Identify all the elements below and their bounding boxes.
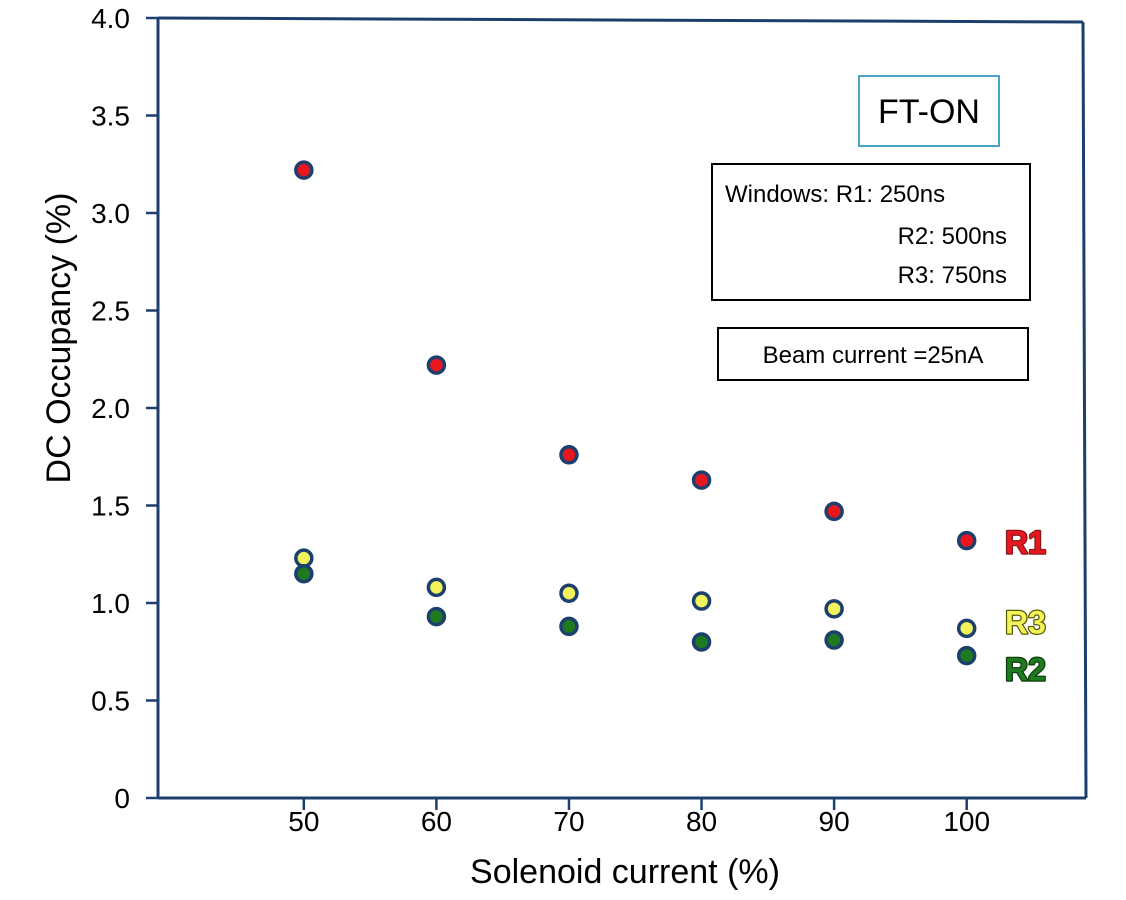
- mode-badge-text: FT-ON: [878, 93, 980, 131]
- data-point-r1: [956, 530, 977, 551]
- series-labels-layer: R1 R3 R2: [1004, 523, 1047, 689]
- x-tick-label: 80: [686, 806, 717, 837]
- annotation-layer: FT-ON Windows: R1: 250ns R2: 500ns R3: 7…: [711, 75, 1031, 381]
- frame-top-line: [157, 16, 1084, 24]
- windows-line-r3: R3: 750ns: [898, 262, 1007, 289]
- y-tick-label: 4.0: [91, 3, 130, 34]
- y-axis-title: DC Occupancy (%): [40, 193, 78, 484]
- y-tick-label: 0: [114, 783, 130, 814]
- y-tick-label: 2.5: [91, 296, 130, 327]
- y-tick-label: 3.0: [91, 198, 130, 229]
- y-tick-label: 3.5: [91, 101, 130, 132]
- data-point-r2: [824, 630, 844, 650]
- x-tick-label: 60: [421, 806, 452, 837]
- series-label-r3: R3: [1005, 604, 1046, 640]
- x-tick-label: 90: [819, 806, 850, 837]
- x-tick-label: 70: [553, 806, 584, 837]
- windows-box: [711, 163, 1031, 301]
- data-points-layer: [294, 160, 977, 666]
- data-point-r3: [691, 591, 712, 611]
- x-axis-title: Solenoid current (%): [470, 853, 780, 891]
- data-point-r1: [294, 160, 314, 180]
- data-point-r1: [824, 501, 844, 522]
- data-point-r3: [294, 548, 314, 568]
- x-tick-label: 50: [288, 806, 319, 837]
- series-label-r1: R1: [1005, 525, 1046, 561]
- frame-right-line: [1081, 21, 1088, 799]
- y-tick-label: 1.0: [91, 588, 130, 619]
- y-tick-label: 2.0: [91, 393, 130, 424]
- series-label-r2: R2: [1005, 652, 1046, 688]
- beam-current-text: Beam current =25nA: [763, 342, 984, 369]
- y-tick-label: 1.5: [91, 491, 130, 522]
- x-tick-label: 100: [943, 806, 990, 837]
- data-point-r3: [426, 577, 447, 598]
- data-point-r2: [559, 616, 579, 637]
- data-point-r1: [426, 355, 447, 375]
- data-point-r3: [956, 618, 977, 639]
- data-point-r1: [559, 445, 579, 465]
- windows-line-r2: R2: 500ns: [898, 223, 1007, 250]
- ticks-layer: 0 0.5 1.0 1.5 2.0 2.5 3.0 3.5 4.0 50 60 70 80 90 100: [91, 3, 990, 837]
- data-point-r2: [294, 564, 314, 584]
- data-point-r2: [426, 606, 447, 627]
- beam-current-box: [717, 327, 1029, 381]
- windows-line-r1: Windows: R1: 250ns: [725, 181, 945, 208]
- data-point-r2: [956, 645, 977, 666]
- mode-badge-box: [858, 75, 1000, 147]
- data-point-r1: [691, 470, 712, 490]
- data-point-r3: [559, 583, 579, 603]
- data-point-r3: [824, 599, 844, 619]
- y-tick-label: 0.5: [91, 686, 130, 717]
- data-point-r2: [691, 632, 712, 652]
